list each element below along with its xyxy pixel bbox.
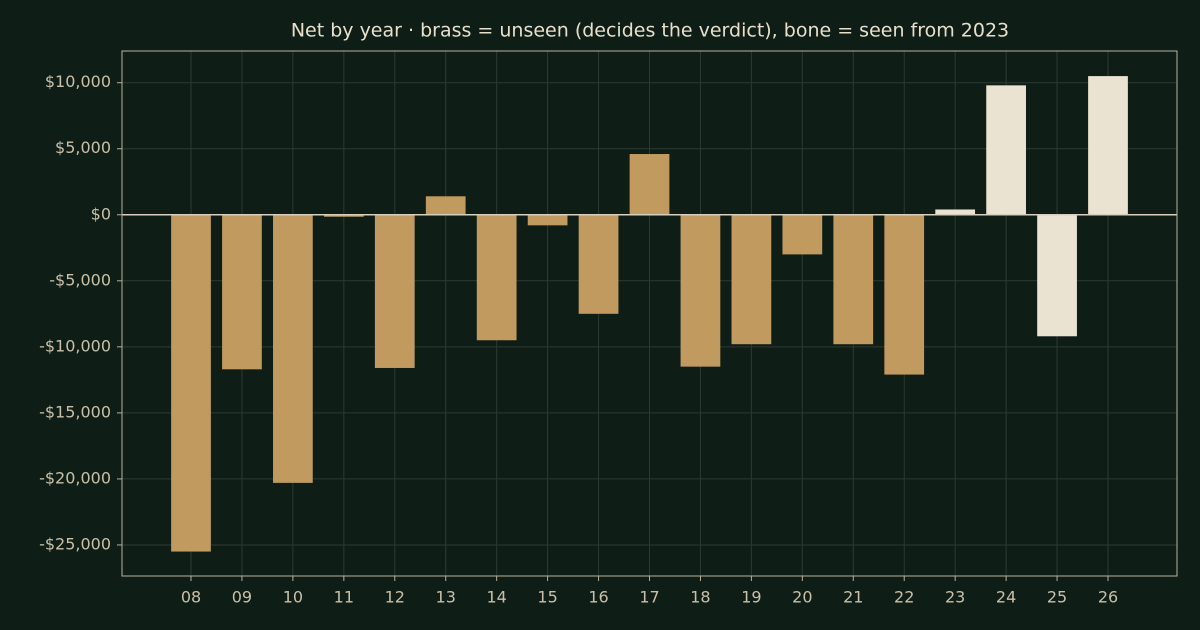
y-tick-label: -$25,000 bbox=[39, 534, 111, 553]
x-tick-label: 09 bbox=[232, 588, 252, 607]
x-tick-label: 24 bbox=[996, 588, 1016, 607]
x-tick-label: 21 bbox=[843, 588, 863, 607]
bar bbox=[833, 214, 874, 345]
x-tick-label: 22 bbox=[894, 588, 914, 607]
bar bbox=[171, 214, 211, 552]
bar bbox=[323, 214, 364, 217]
y-tick-label: -$5,000 bbox=[49, 270, 111, 289]
plot-frame bbox=[121, 50, 1178, 577]
y-tick-label: $5,000 bbox=[55, 138, 111, 157]
bar bbox=[680, 214, 721, 367]
x-tick-label: 12 bbox=[385, 588, 405, 607]
y-tick-label: $10,000 bbox=[45, 72, 111, 91]
bar bbox=[527, 214, 568, 226]
bar bbox=[629, 154, 670, 215]
bar bbox=[476, 214, 517, 341]
x-tick-label: 26 bbox=[1098, 588, 1118, 607]
x-tick-label: 23 bbox=[945, 588, 965, 607]
bar bbox=[782, 214, 823, 255]
y-tick-label: -$20,000 bbox=[39, 468, 111, 487]
y-tick-label: $0 bbox=[91, 204, 111, 223]
bar bbox=[1088, 76, 1128, 215]
x-tick-label: 14 bbox=[486, 588, 506, 607]
y-tick-label: -$10,000 bbox=[39, 336, 111, 355]
bar bbox=[1037, 214, 1077, 337]
bar bbox=[578, 214, 619, 314]
x-tick-label: 10 bbox=[283, 588, 303, 607]
x-tick-label: 15 bbox=[537, 588, 557, 607]
x-tick-label: 18 bbox=[690, 588, 710, 607]
x-tick-label: 16 bbox=[588, 588, 608, 607]
bar bbox=[374, 214, 415, 368]
x-tick-label: 25 bbox=[1047, 588, 1067, 607]
x-tick-label: 19 bbox=[741, 588, 761, 607]
x-tick-label: 08 bbox=[181, 588, 201, 607]
bar bbox=[731, 214, 772, 345]
x-tick-label: 13 bbox=[436, 588, 456, 607]
bar bbox=[222, 214, 262, 370]
y-tick-label: -$15,000 bbox=[39, 402, 111, 421]
chart-title: Net by year · brass = unseen (decides th… bbox=[291, 20, 1009, 42]
x-tick-label: 11 bbox=[334, 588, 354, 607]
bar bbox=[986, 85, 1026, 215]
x-tick-label: 20 bbox=[792, 588, 812, 607]
bar bbox=[273, 214, 313, 483]
bar bbox=[884, 214, 925, 375]
bar bbox=[935, 209, 976, 215]
bar bbox=[425, 196, 466, 215]
x-tick-label: 17 bbox=[639, 588, 659, 607]
